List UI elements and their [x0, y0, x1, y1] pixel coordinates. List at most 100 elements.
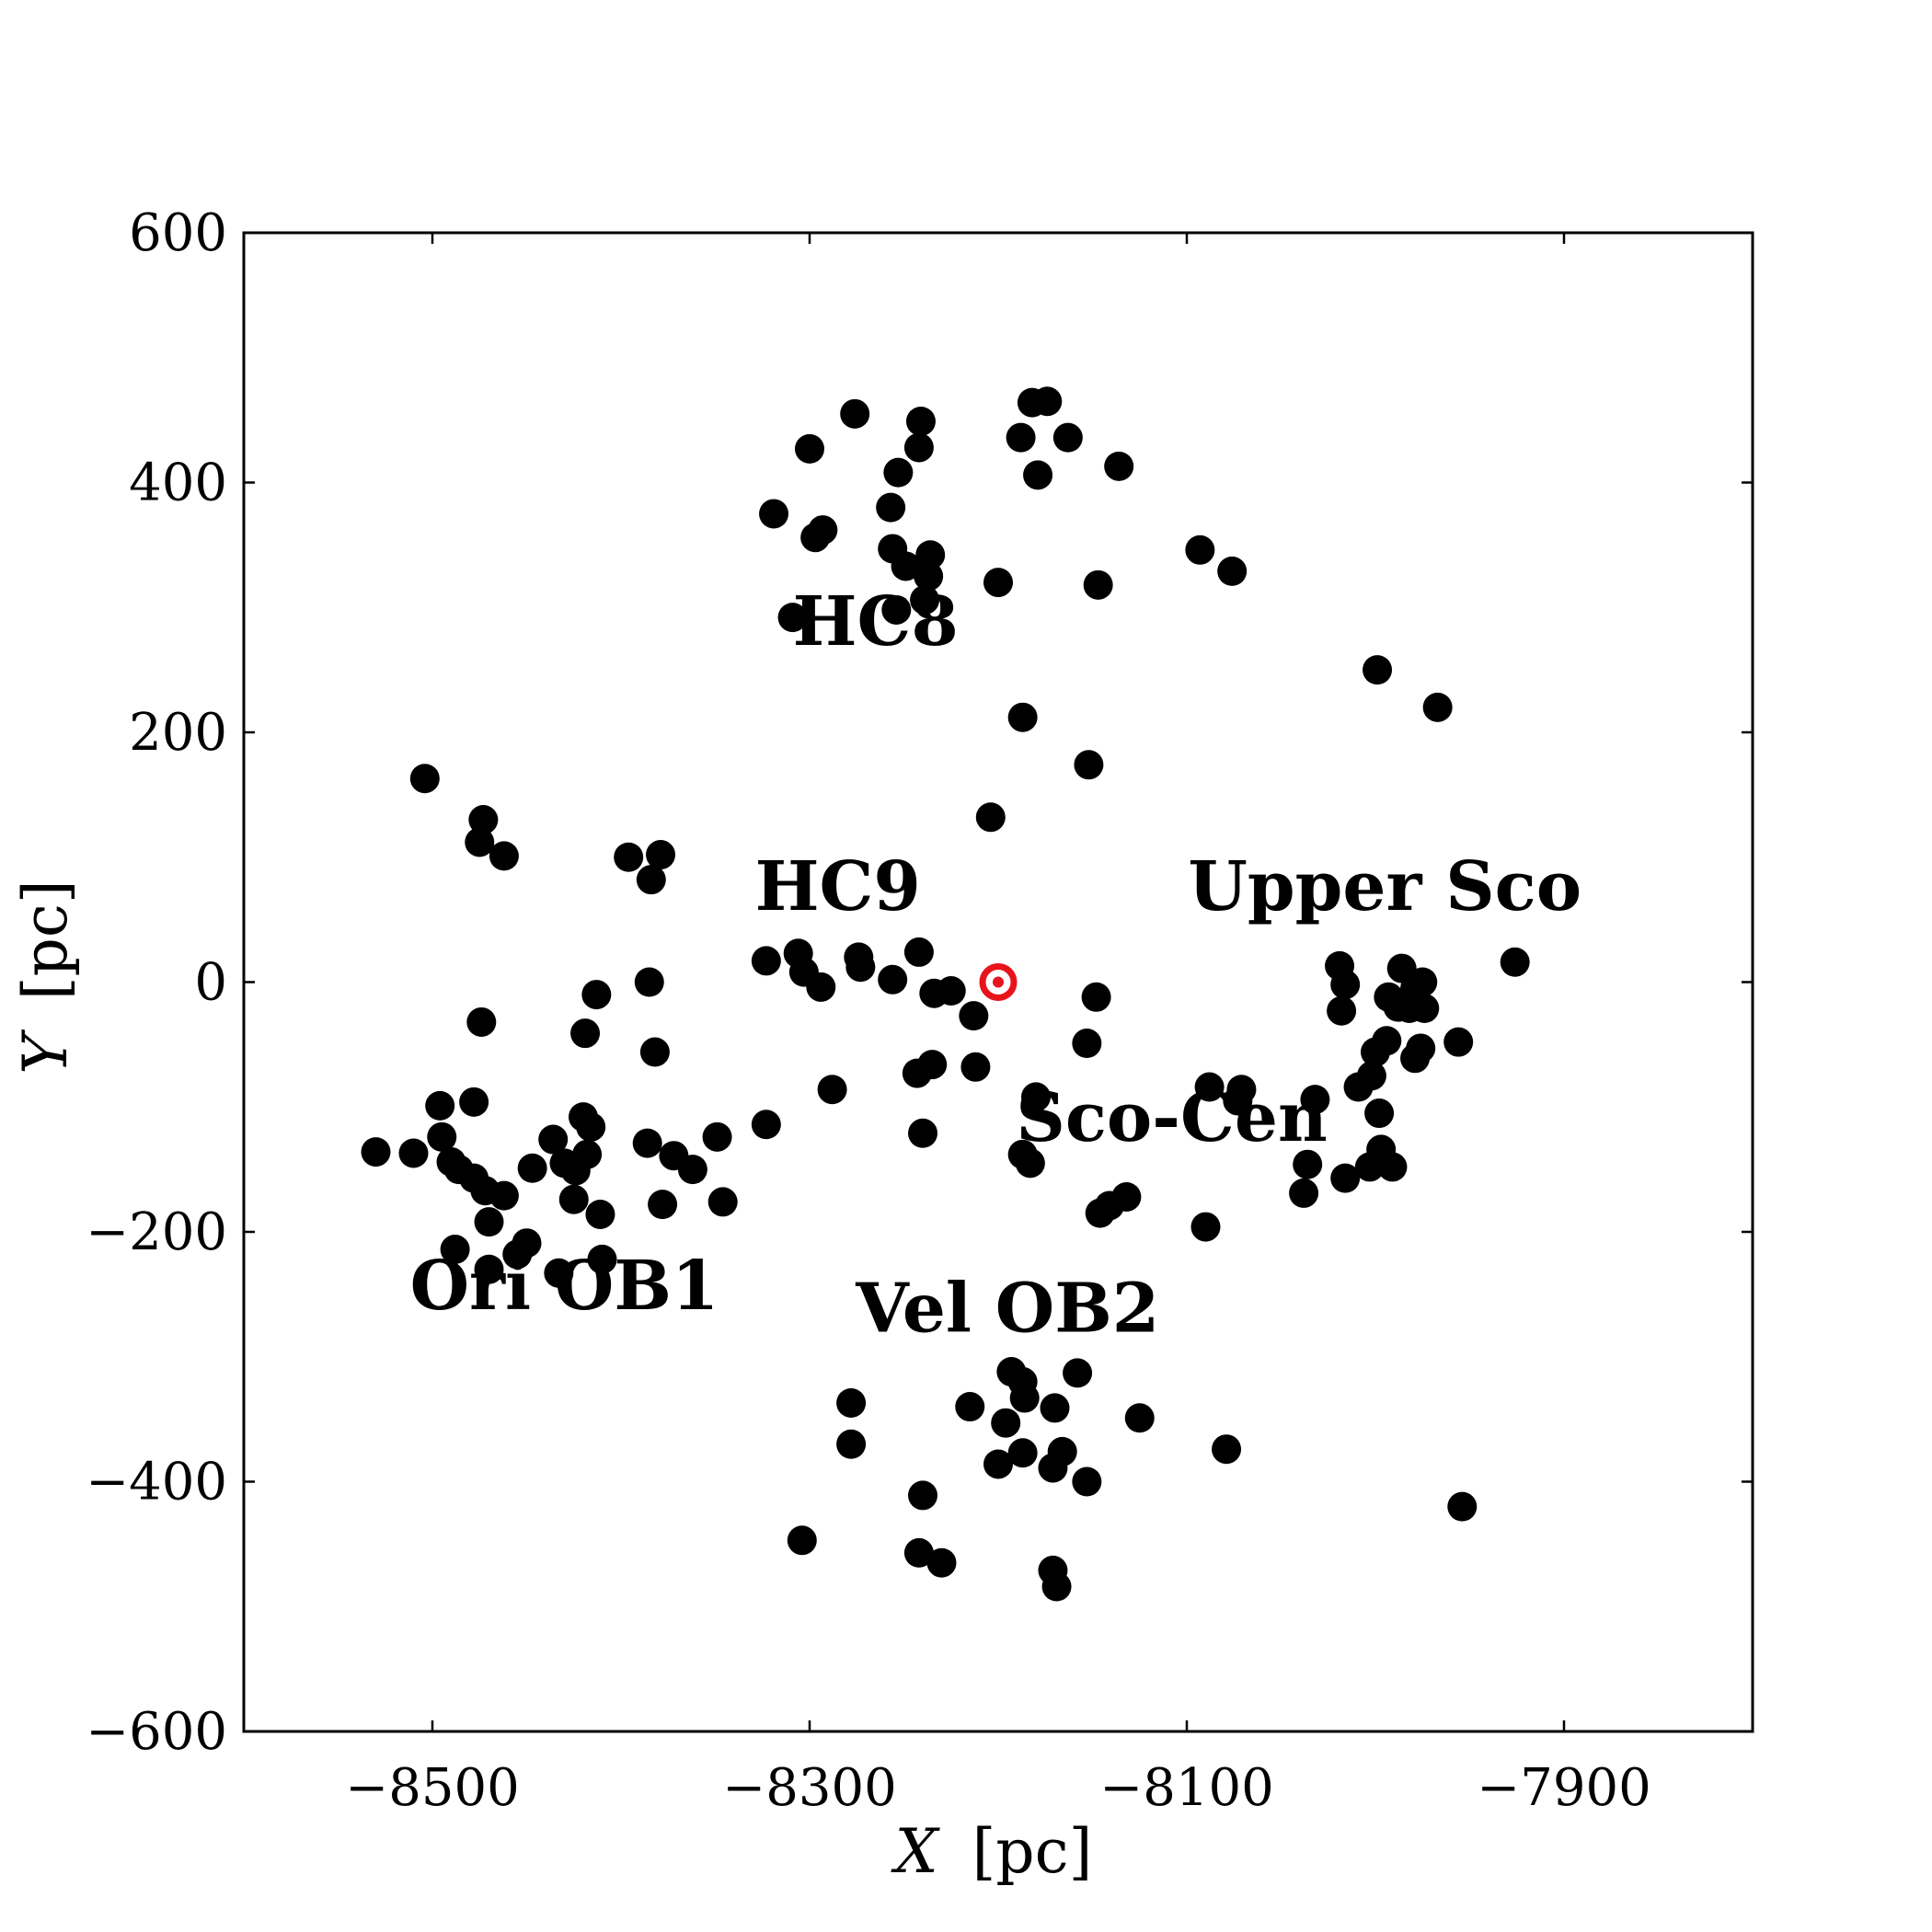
data-point — [991, 1408, 1021, 1438]
data-point — [585, 1199, 615, 1229]
group-label: Vel OB2 — [855, 1270, 1159, 1349]
data-point — [1040, 1393, 1070, 1423]
data-point — [1063, 1358, 1093, 1388]
data-point — [1217, 556, 1248, 586]
data-point — [538, 1124, 569, 1155]
data-point — [544, 1258, 574, 1288]
data-point — [1293, 1149, 1323, 1179]
y-tick-label: 600 — [129, 203, 227, 263]
data-point — [1223, 1086, 1253, 1116]
data-point — [440, 1235, 470, 1265]
data-point — [903, 432, 934, 463]
data-point — [1074, 750, 1104, 780]
data-point — [1408, 967, 1438, 997]
data-point — [914, 561, 944, 592]
data-point — [581, 980, 612, 1010]
data-point — [1083, 569, 1113, 600]
data-point — [1330, 970, 1361, 1000]
data-point — [903, 937, 934, 967]
data-point — [1007, 702, 1038, 732]
data-point — [587, 1244, 617, 1274]
data-point — [1356, 1061, 1386, 1091]
data-point — [646, 840, 676, 870]
data-point — [659, 1141, 689, 1171]
data-point — [903, 1537, 934, 1568]
data-point — [425, 1090, 455, 1121]
sun-symbol-dot — [993, 976, 1004, 988]
data-point — [936, 976, 966, 1006]
data-point — [908, 1118, 937, 1148]
data-point — [876, 492, 906, 523]
data-point — [570, 1018, 601, 1049]
data-point — [398, 1138, 429, 1168]
data-point — [1372, 1026, 1402, 1056]
data-point — [489, 841, 519, 871]
data-point — [751, 1110, 781, 1140]
data-point — [806, 972, 836, 1002]
data-point — [1104, 451, 1134, 481]
data-point — [468, 805, 499, 835]
axis-ticks: −8500 −8300 −8100 −7900 600 400 200 0 −200 −400 −6… — [86, 203, 1753, 1818]
data-point — [902, 1058, 932, 1088]
data-point — [878, 964, 908, 995]
data-point — [443, 1155, 474, 1185]
group-label: Upper Sco — [1188, 847, 1581, 926]
data-point — [1006, 422, 1036, 453]
data-point — [558, 1184, 589, 1214]
data-point — [955, 1392, 985, 1422]
data-point — [1330, 1163, 1361, 1193]
data-point — [572, 1139, 603, 1169]
data-points — [361, 386, 1530, 1602]
x-tick-label: −8500 — [345, 1758, 519, 1818]
data-point — [1032, 386, 1063, 417]
data-point — [1009, 1383, 1040, 1413]
data-point — [910, 585, 940, 615]
data-point — [845, 952, 876, 983]
group-label: HC9 — [755, 847, 921, 926]
data-point — [707, 1187, 738, 1217]
data-point — [795, 433, 824, 464]
data-point — [881, 594, 912, 625]
data-point — [787, 1525, 817, 1556]
annotation-labels: HC8 HC9 Upper Sco Sco-Cen Ori OB1 Vel OB2 — [410, 582, 1582, 1349]
y-tick-label: 200 — [129, 703, 227, 763]
data-point — [1081, 982, 1111, 1012]
data-point — [960, 1052, 991, 1082]
data-point — [751, 946, 781, 976]
data-point — [459, 1087, 489, 1117]
data-point — [908, 1480, 937, 1511]
sun-marker — [979, 963, 1018, 1001]
data-point — [975, 802, 1006, 833]
data-point — [361, 1137, 391, 1167]
data-point — [517, 1153, 547, 1183]
data-point — [959, 1001, 989, 1031]
data-point — [800, 523, 831, 553]
data-point — [427, 1121, 457, 1152]
data-point — [702, 1121, 732, 1152]
data-point — [634, 967, 664, 997]
data-point — [614, 842, 644, 872]
data-point — [1021, 1082, 1051, 1112]
data-point — [1447, 1491, 1478, 1522]
data-point — [905, 406, 936, 436]
data-point — [817, 1075, 847, 1105]
data-point — [1212, 1434, 1242, 1465]
x-tick-label: −8100 — [1099, 1758, 1273, 1818]
data-point — [409, 764, 440, 794]
group-label: Sco-Cen — [1016, 1078, 1327, 1157]
data-point — [1190, 1212, 1221, 1242]
data-point — [1007, 1438, 1038, 1468]
data-point — [1194, 1072, 1225, 1102]
y-tick-label: −400 — [86, 1453, 227, 1512]
group-label: HC8 — [793, 582, 959, 661]
data-point — [636, 865, 666, 895]
data-point — [1023, 460, 1053, 490]
data-point — [489, 1180, 519, 1211]
data-point — [474, 1207, 504, 1237]
data-point — [1072, 1029, 1102, 1059]
x-axis-label: X [pc] — [891, 1816, 1093, 1887]
data-point — [1386, 953, 1417, 983]
data-point — [891, 551, 921, 581]
data-point — [926, 1547, 957, 1578]
data-point — [1015, 1148, 1045, 1179]
